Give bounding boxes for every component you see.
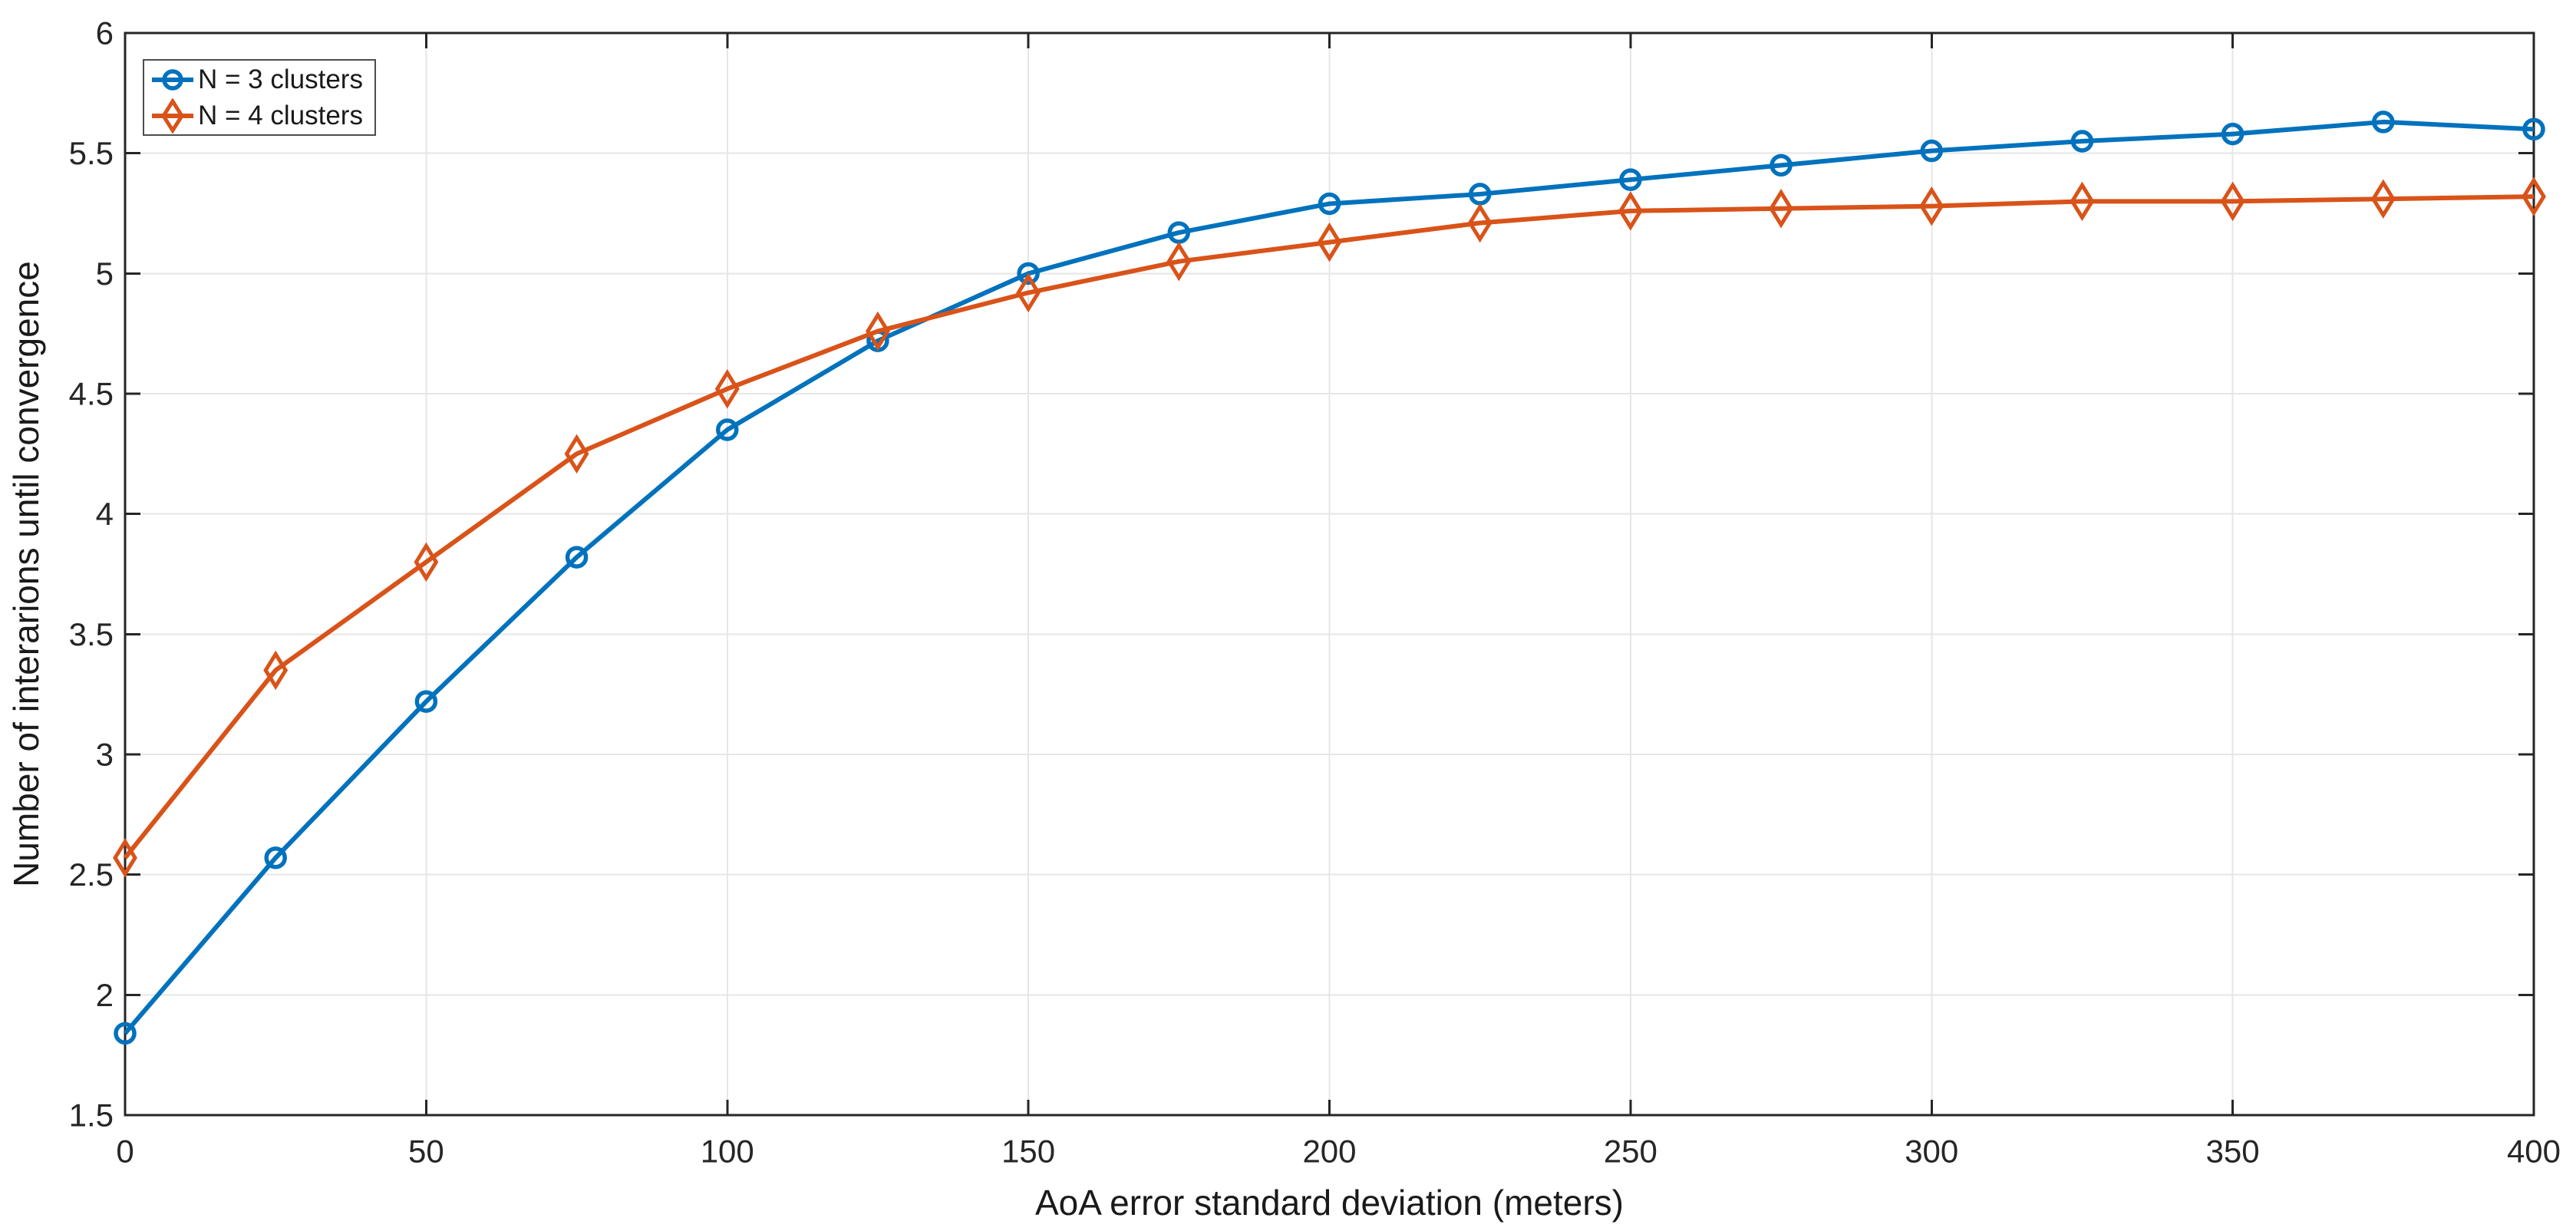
y-tick-label: 5.5 <box>69 135 114 171</box>
y-tick-label: 2 <box>96 977 114 1013</box>
marker-diamond <box>865 311 890 351</box>
y-tick-label: 5 <box>96 256 114 292</box>
marker-diamond <box>1618 191 1643 231</box>
x-tick-label: 0 <box>116 1134 134 1170</box>
marker-diamond <box>1317 222 1342 262</box>
legend-item: N = 4 clusters <box>149 97 370 134</box>
legend-item-label: N = 3 clusters <box>198 64 363 94</box>
y-tick-label: 6 <box>96 15 114 51</box>
legend-item-label: N = 4 clusters <box>198 100 363 130</box>
y-tick-label: 3.5 <box>69 616 114 652</box>
x-tick-label: 350 <box>2206 1134 2260 1170</box>
marker-diamond <box>2522 177 2546 216</box>
marker-diamond <box>1166 241 1192 282</box>
marker-circle <box>1318 192 1341 216</box>
x-tick-label: 200 <box>1302 1134 1356 1170</box>
marker-diamond <box>1769 188 1794 229</box>
y-tick-label: 1.5 <box>69 1097 114 1134</box>
x-axis-label: AoA error standard deviation (meters) <box>1034 1183 1624 1223</box>
marker-circle <box>2221 122 2245 146</box>
marker-circle <box>2372 111 2395 134</box>
marker-circle <box>565 546 589 569</box>
marker-diamond <box>1467 203 1492 243</box>
marker-circle <box>716 418 739 441</box>
y-axis-label: Number of interarions until convergence <box>6 261 46 887</box>
marker-diamond <box>414 542 439 582</box>
marker-diamond <box>2220 181 2245 222</box>
x-tick-label: 250 <box>1604 1134 1657 1170</box>
marker-diamond <box>2370 179 2396 219</box>
marker-diamond <box>113 837 137 878</box>
x-tick-label: 300 <box>1905 1134 1958 1170</box>
x-tick-label: 400 <box>2507 1134 2561 1170</box>
marker-diamond <box>2070 181 2095 222</box>
marker-circle <box>114 1021 137 1045</box>
marker-diamond <box>714 368 740 409</box>
marker-circle <box>1770 153 1793 177</box>
marker-circle <box>264 846 287 870</box>
y-tick-label: 4 <box>96 496 114 532</box>
x-tick-label: 100 <box>701 1134 754 1170</box>
y-tick-label: 3 <box>96 737 114 773</box>
marker-diamond <box>263 650 289 691</box>
marker-circle <box>414 690 438 713</box>
marker-circle <box>1619 168 1642 191</box>
marker-circle <box>1920 139 1943 163</box>
legend-circle-icon <box>152 68 193 91</box>
marker-circle <box>1017 262 1040 285</box>
marker-diamond <box>1016 272 1041 313</box>
marker-circle <box>2070 130 2094 153</box>
legend-diamond-icon <box>152 97 193 134</box>
y-tick-label: 2.5 <box>69 856 114 893</box>
marker-diamond <box>564 434 589 474</box>
legend: N = 3 clusters N = 4 clusters <box>143 59 376 136</box>
x-tick-label: 50 <box>408 1134 444 1170</box>
y-tick-label: 4.5 <box>69 376 114 412</box>
legend-item: N = 3 clusters <box>149 61 370 97</box>
series-line-n4 <box>123 194 2535 860</box>
marker-diamond <box>1919 186 1944 226</box>
marker-circle <box>2522 117 2545 141</box>
x-tick-label: 150 <box>1001 1134 1055 1170</box>
series-line-n3 <box>123 119 2535 1035</box>
